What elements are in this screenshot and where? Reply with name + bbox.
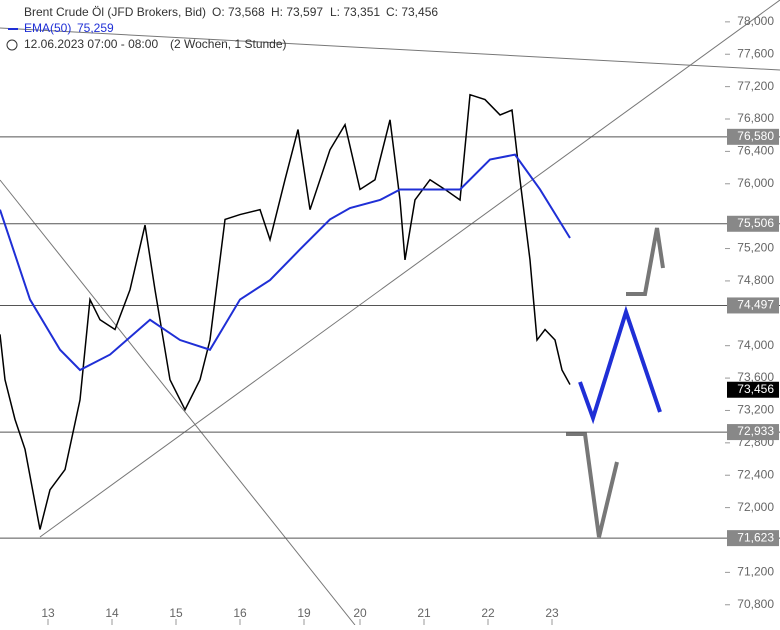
ohlc: C: 73,456 bbox=[386, 5, 438, 19]
y-tick-label: 75,200 bbox=[737, 241, 774, 255]
level-box bbox=[727, 215, 779, 232]
period: (2 Wochen, 1 Stunde) bbox=[170, 37, 287, 51]
price-line bbox=[0, 93, 571, 530]
x-tick-label: 21 bbox=[417, 606, 431, 620]
y-tick-label: 77,200 bbox=[737, 79, 774, 93]
x-tick-label: 15 bbox=[169, 606, 183, 620]
level-label: 74,497 bbox=[737, 298, 774, 312]
y-tick-label: 78,000 bbox=[737, 14, 774, 28]
last-price-box bbox=[727, 381, 779, 398]
y-tick-label: 72,400 bbox=[737, 467, 774, 481]
ema-label: EMA(50) bbox=[24, 21, 71, 35]
x-tick-label: 14 bbox=[105, 606, 119, 620]
ohlc: L: 73,351 bbox=[330, 5, 380, 19]
last-price-label: 73,456 bbox=[737, 382, 774, 396]
y-tick-label: 71,200 bbox=[737, 565, 774, 579]
y-tick-label: 76,400 bbox=[737, 144, 774, 158]
x-tick-label: 19 bbox=[297, 606, 311, 620]
y-tick-label: 74,800 bbox=[737, 273, 774, 287]
y-tick-label: 70,800 bbox=[737, 597, 774, 611]
date: 12.06.2023 07:00 - 08:00 bbox=[24, 37, 158, 51]
level-label: 72,933 bbox=[737, 424, 774, 438]
y-tick-label: 72,000 bbox=[737, 500, 774, 514]
x-tick-label: 22 bbox=[481, 606, 495, 620]
level-label: 76,580 bbox=[737, 129, 774, 143]
x-tick-label: 13 bbox=[41, 606, 55, 620]
y-tick-label: 74,000 bbox=[737, 338, 774, 352]
ohlc: H: 73,597 bbox=[271, 5, 323, 19]
x-tick-label: 23 bbox=[545, 606, 559, 620]
x-tick-label: 20 bbox=[353, 606, 367, 620]
level-box bbox=[727, 297, 779, 314]
projection-arrows bbox=[566, 227, 665, 538]
ema-line bbox=[0, 153, 571, 372]
level-label: 75,506 bbox=[737, 216, 774, 230]
y-tick-label: 73,600 bbox=[737, 370, 774, 384]
x-tick-label: 16 bbox=[233, 606, 247, 620]
level-box bbox=[727, 128, 779, 145]
y-tick-label: 73,200 bbox=[737, 403, 774, 417]
ema-value: 75,259 bbox=[77, 21, 114, 35]
y-tick-label: 76,000 bbox=[737, 176, 774, 190]
y-tick-label: 77,600 bbox=[737, 46, 774, 60]
level-box bbox=[727, 424, 779, 441]
y-tick-label: 76,800 bbox=[737, 111, 774, 125]
ohlc: O: 73,568 bbox=[212, 5, 265, 19]
level-label: 71,623 bbox=[737, 530, 774, 544]
clock-icon bbox=[6, 39, 18, 51]
level-box bbox=[727, 530, 779, 547]
title: Brent Crude Öl (JFD Brokers, Bid) bbox=[24, 5, 206, 19]
